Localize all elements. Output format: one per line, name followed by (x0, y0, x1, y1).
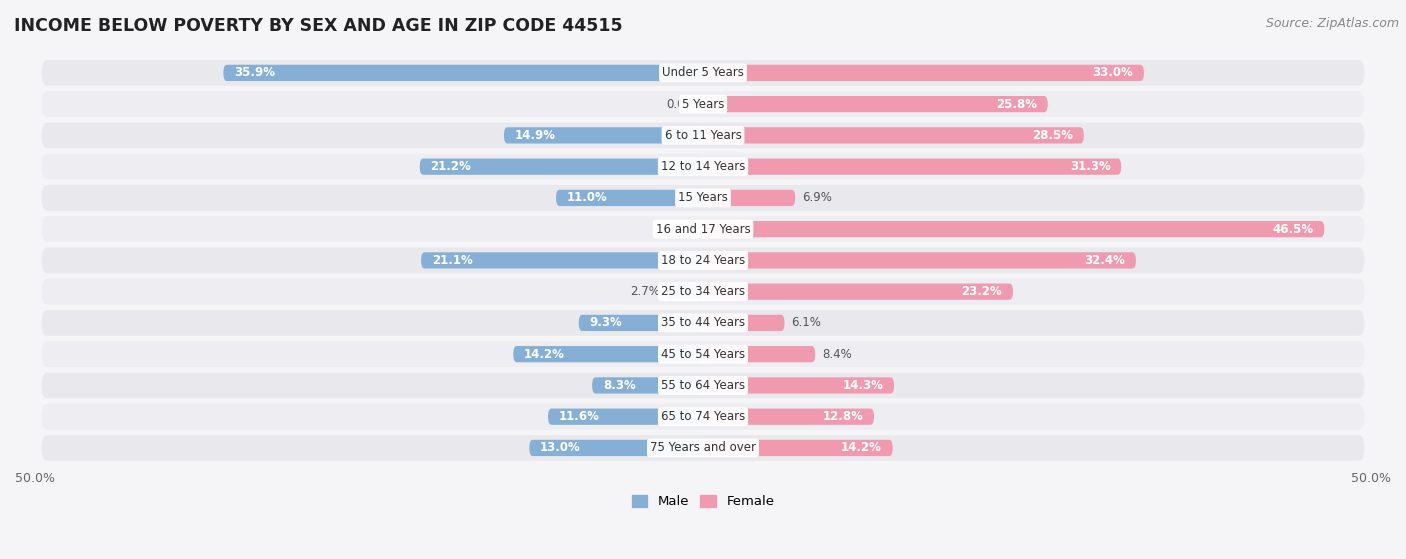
Text: Under 5 Years: Under 5 Years (662, 67, 744, 79)
FancyBboxPatch shape (703, 127, 1084, 144)
Legend: Male, Female: Male, Female (626, 490, 780, 514)
Text: 6.1%: 6.1% (792, 316, 821, 329)
Text: 32.4%: 32.4% (1084, 254, 1125, 267)
FancyBboxPatch shape (42, 404, 1364, 429)
FancyBboxPatch shape (703, 315, 785, 331)
FancyBboxPatch shape (42, 154, 1364, 179)
FancyBboxPatch shape (42, 216, 1364, 242)
Text: 31.3%: 31.3% (1070, 160, 1111, 173)
FancyBboxPatch shape (703, 346, 815, 362)
Text: 35 to 44 Years: 35 to 44 Years (661, 316, 745, 329)
FancyBboxPatch shape (42, 310, 1364, 336)
Text: 11.6%: 11.6% (558, 410, 599, 423)
FancyBboxPatch shape (703, 409, 875, 425)
FancyBboxPatch shape (42, 342, 1364, 367)
Text: 16 and 17 Years: 16 and 17 Years (655, 222, 751, 236)
Text: 55 to 64 Years: 55 to 64 Years (661, 379, 745, 392)
FancyBboxPatch shape (42, 279, 1364, 305)
Text: 12 to 14 Years: 12 to 14 Years (661, 160, 745, 173)
FancyBboxPatch shape (703, 440, 893, 456)
FancyBboxPatch shape (703, 221, 1324, 237)
FancyBboxPatch shape (703, 65, 1144, 81)
Text: 18 to 24 Years: 18 to 24 Years (661, 254, 745, 267)
Text: 14.2%: 14.2% (524, 348, 565, 361)
FancyBboxPatch shape (555, 190, 703, 206)
FancyBboxPatch shape (42, 60, 1364, 86)
Text: 21.1%: 21.1% (432, 254, 472, 267)
Text: 5 Years: 5 Years (682, 98, 724, 111)
FancyBboxPatch shape (529, 440, 703, 456)
Text: 11.0%: 11.0% (567, 191, 607, 205)
Text: 25 to 34 Years: 25 to 34 Years (661, 285, 745, 298)
FancyBboxPatch shape (420, 159, 703, 175)
FancyBboxPatch shape (42, 91, 1364, 117)
Text: 45 to 54 Years: 45 to 54 Years (661, 348, 745, 361)
Text: 8.3%: 8.3% (603, 379, 636, 392)
Text: 13.0%: 13.0% (540, 442, 581, 454)
FancyBboxPatch shape (42, 435, 1364, 461)
FancyBboxPatch shape (703, 283, 1012, 300)
Text: 21.2%: 21.2% (430, 160, 471, 173)
FancyBboxPatch shape (703, 252, 1136, 268)
Text: 14.9%: 14.9% (515, 129, 555, 142)
FancyBboxPatch shape (224, 65, 703, 81)
FancyBboxPatch shape (703, 96, 1047, 112)
Text: 0.0%: 0.0% (666, 98, 696, 111)
Text: 23.2%: 23.2% (962, 285, 1002, 298)
Text: 6 to 11 Years: 6 to 11 Years (665, 129, 741, 142)
FancyBboxPatch shape (513, 346, 703, 362)
Text: 14.2%: 14.2% (841, 442, 882, 454)
FancyBboxPatch shape (42, 373, 1364, 398)
FancyBboxPatch shape (422, 252, 703, 268)
FancyBboxPatch shape (579, 315, 703, 331)
Text: 65 to 74 Years: 65 to 74 Years (661, 410, 745, 423)
FancyBboxPatch shape (42, 185, 1364, 211)
FancyBboxPatch shape (42, 122, 1364, 148)
Text: 15 Years: 15 Years (678, 191, 728, 205)
Text: 25.8%: 25.8% (995, 98, 1038, 111)
Text: Source: ZipAtlas.com: Source: ZipAtlas.com (1265, 17, 1399, 30)
Text: 6.9%: 6.9% (801, 191, 832, 205)
FancyBboxPatch shape (548, 409, 703, 425)
Text: 46.5%: 46.5% (1272, 222, 1313, 236)
FancyBboxPatch shape (703, 377, 894, 394)
FancyBboxPatch shape (592, 377, 703, 394)
Text: 2.7%: 2.7% (630, 285, 661, 298)
FancyBboxPatch shape (42, 248, 1364, 273)
Text: 8.4%: 8.4% (823, 348, 852, 361)
FancyBboxPatch shape (503, 127, 703, 144)
Text: 0.0%: 0.0% (666, 222, 696, 236)
FancyBboxPatch shape (703, 159, 1121, 175)
FancyBboxPatch shape (703, 190, 796, 206)
Text: INCOME BELOW POVERTY BY SEX AND AGE IN ZIP CODE 44515: INCOME BELOW POVERTY BY SEX AND AGE IN Z… (14, 17, 623, 35)
Text: 35.9%: 35.9% (233, 67, 276, 79)
Text: 12.8%: 12.8% (823, 410, 863, 423)
FancyBboxPatch shape (666, 283, 703, 300)
Text: 33.0%: 33.0% (1092, 67, 1133, 79)
Text: 75 Years and over: 75 Years and over (650, 442, 756, 454)
Text: 14.3%: 14.3% (842, 379, 883, 392)
Text: 9.3%: 9.3% (589, 316, 623, 329)
Text: 28.5%: 28.5% (1032, 129, 1073, 142)
